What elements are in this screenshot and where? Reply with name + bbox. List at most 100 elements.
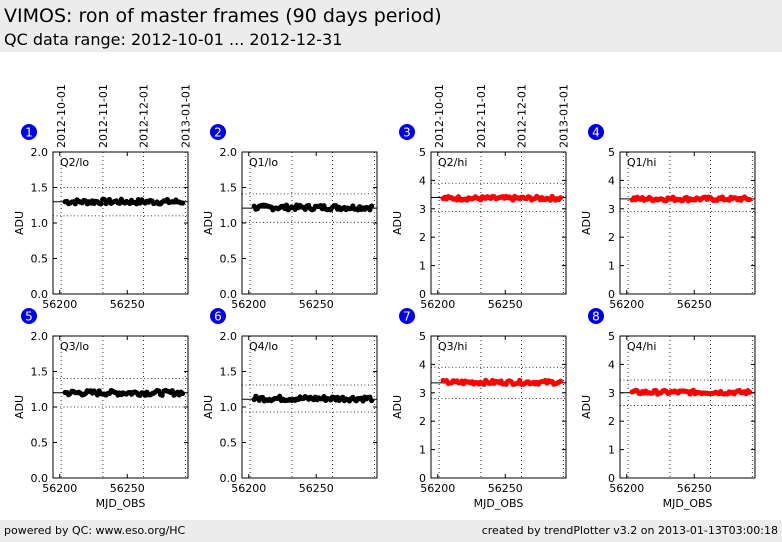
top-date-label: 2012-11-01: [97, 84, 110, 148]
x-tick-label: 56200: [231, 298, 266, 311]
y-tick-label: 1.5: [31, 366, 49, 379]
panel-badge: [210, 124, 226, 140]
x-tick-label: 56250: [677, 298, 712, 311]
y-tick-label: 4: [608, 174, 615, 187]
x-axis-label: MJD_OBS: [663, 497, 713, 510]
panel-badge: [588, 124, 604, 140]
y-tick-label: 0.0: [31, 472, 49, 485]
y-axis-label: ADU: [202, 211, 215, 235]
y-tick-label: 4: [419, 358, 426, 371]
y-tick-label: 0.0: [31, 288, 49, 301]
y-tick-label: 2.0: [31, 146, 49, 159]
y-tick-label: 1: [608, 444, 615, 457]
x-tick-label: 56250: [488, 482, 523, 495]
y-tick-label: 3: [608, 203, 615, 216]
chart-panel-2: 2 Q1/lo 0.0 0.5 1.0 1.5 2.0 56200 56250 ADU: [202, 124, 378, 311]
panel-label: Q2/lo: [60, 156, 89, 169]
plot-frame: [430, 335, 567, 479]
panel-badge-number: 4: [592, 126, 600, 140]
data-point: [180, 390, 186, 397]
panel-badge-number: 5: [25, 310, 33, 324]
y-tick-label: 1.0: [220, 401, 238, 414]
y-tick-label: 2: [608, 415, 615, 428]
y-tick-label: 5: [419, 330, 426, 343]
x-tick-label: 56200: [231, 482, 266, 495]
top-date-label: 2012-12-01: [137, 84, 150, 148]
y-tick-label: 3: [608, 387, 615, 400]
header-bar: VIMOS: ron of master frames (90 days per…: [0, 0, 782, 52]
panel-badge-number: 3: [403, 126, 411, 140]
top-date-label: 2012-10-01: [55, 84, 68, 148]
y-tick-label: 0: [419, 472, 426, 485]
x-tick-label: 56200: [609, 298, 644, 311]
y-tick-label: 2: [419, 415, 426, 428]
x-tick-label: 56250: [110, 298, 145, 311]
data-point: [98, 201, 104, 207]
y-axis-label: ADU: [202, 395, 215, 419]
y-tick-label: 0.5: [31, 437, 49, 450]
panel-badge-number: 6: [214, 310, 222, 324]
y-axis-label: ADU: [580, 395, 593, 419]
x-tick-label: 56200: [42, 298, 77, 311]
panel-label: Q4/lo: [249, 340, 278, 353]
panel-badge-number: 2: [214, 126, 222, 140]
y-tick-label: 1.0: [31, 401, 49, 414]
x-tick-label: 56250: [299, 482, 334, 495]
panel-badge: [21, 308, 37, 324]
y-tick-label: 0.5: [220, 253, 238, 266]
y-tick-label: 1: [419, 444, 426, 457]
panel-label: Q4/hi: [627, 340, 656, 353]
plot-frame: [430, 151, 567, 295]
x-tick-label: 56250: [677, 482, 712, 495]
footer-bar: powered by QC: www.eso.org/HC created by…: [0, 520, 782, 542]
chart-panel-7: 7 Q3/hi 0 1 2 3 4 5 56200 56250 ADU MJD_OBS: [391, 308, 567, 510]
panel-badge: [399, 308, 415, 324]
panel-label: Q1/hi: [627, 156, 656, 169]
data-point: [517, 377, 523, 383]
x-tick-label: 56200: [420, 298, 455, 311]
y-axis-label: ADU: [13, 211, 26, 235]
plot-frame: [241, 151, 378, 295]
x-tick-label: 56250: [110, 482, 145, 495]
y-tick-label: 1.5: [220, 182, 238, 195]
data-point: [558, 378, 564, 384]
y-tick-label: 5: [608, 330, 615, 343]
y-tick-label: 2.0: [220, 146, 238, 159]
panel-label: Q3/hi: [438, 340, 467, 353]
y-tick-label: 0: [419, 288, 426, 301]
y-axis-label: ADU: [580, 211, 593, 235]
y-tick-label: 4: [608, 358, 615, 371]
panel-label: Q1/lo: [249, 156, 278, 169]
y-tick-label: 0.0: [220, 472, 238, 485]
top-date-label: 2013-01-01: [179, 84, 192, 148]
panel-badge: [399, 124, 415, 140]
data-point: [159, 392, 165, 398]
y-tick-label: 1.5: [31, 182, 49, 195]
plot-frame: [619, 335, 756, 479]
top-date-label: 2013-01-01: [557, 84, 570, 148]
footer-powered-by: powered by QC: www.eso.org/HC: [4, 524, 186, 537]
y-axis-label: ADU: [391, 395, 404, 419]
x-tick-label: 56200: [42, 482, 77, 495]
data-point: [283, 202, 290, 208]
chart-panel-6: 6 Q4/lo 0.0 0.5 1.0 1.5 2.0 56200 56250 ADU: [202, 308, 378, 495]
panel-badge: [210, 308, 226, 324]
y-axis-label: ADU: [13, 395, 26, 419]
y-tick-label: 3: [419, 387, 426, 400]
data-point: [180, 200, 186, 206]
top-date-label: 2012-11-01: [475, 84, 488, 148]
chart-panel-5: 5 Q3/lo 0.0 0.5 1.0 1.5 2.0 56200 56250 ADU MJD_OB…: [13, 308, 189, 510]
y-tick-label: 0: [608, 472, 615, 485]
y-tick-label: 1: [419, 260, 426, 273]
y-tick-label: 0.5: [31, 253, 49, 266]
x-tick-label: 56200: [420, 482, 455, 495]
x-axis-label: MJD_OBS: [96, 497, 146, 510]
panel-badge-number: 1: [25, 126, 33, 140]
footer-created-by: created by trendPlotter v3.2 on 2013-01-…: [481, 524, 778, 537]
data-point: [369, 203, 375, 209]
y-tick-label: 5: [419, 146, 426, 159]
y-tick-label: 4: [419, 174, 426, 187]
plot-frame: [52, 151, 189, 295]
